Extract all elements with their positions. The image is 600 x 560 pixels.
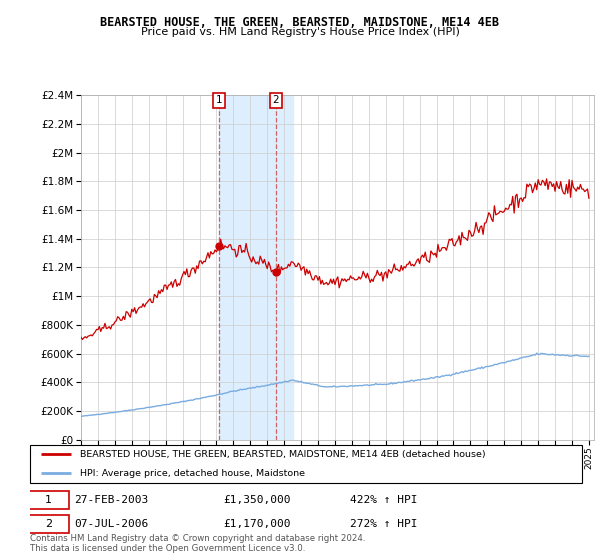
Text: 07-JUL-2006: 07-JUL-2006 bbox=[74, 519, 148, 529]
Bar bbox=[219, 95, 293, 440]
Text: BEARSTED HOUSE, THE GREEN, BEARSTED, MAIDSTONE, ME14 4EB: BEARSTED HOUSE, THE GREEN, BEARSTED, MAI… bbox=[101, 16, 499, 29]
Text: 27-FEB-2003: 27-FEB-2003 bbox=[74, 495, 148, 505]
Text: £1,170,000: £1,170,000 bbox=[223, 519, 290, 529]
FancyBboxPatch shape bbox=[30, 445, 582, 483]
Text: 1: 1 bbox=[45, 495, 52, 505]
Text: 2: 2 bbox=[44, 519, 52, 529]
FancyBboxPatch shape bbox=[27, 491, 68, 509]
Text: £1,350,000: £1,350,000 bbox=[223, 495, 290, 505]
Text: HPI: Average price, detached house, Maidstone: HPI: Average price, detached house, Maid… bbox=[80, 469, 305, 478]
Text: Price paid vs. HM Land Registry's House Price Index (HPI): Price paid vs. HM Land Registry's House … bbox=[140, 27, 460, 38]
Text: 1: 1 bbox=[215, 95, 222, 105]
Text: 272% ↑ HPI: 272% ↑ HPI bbox=[350, 519, 418, 529]
Text: 422% ↑ HPI: 422% ↑ HPI bbox=[350, 495, 418, 505]
Text: 2: 2 bbox=[273, 95, 280, 105]
FancyBboxPatch shape bbox=[27, 515, 68, 533]
Text: Contains HM Land Registry data © Crown copyright and database right 2024.
This d: Contains HM Land Registry data © Crown c… bbox=[30, 534, 365, 553]
Text: BEARSTED HOUSE, THE GREEN, BEARSTED, MAIDSTONE, ME14 4EB (detached house): BEARSTED HOUSE, THE GREEN, BEARSTED, MAI… bbox=[80, 450, 485, 459]
